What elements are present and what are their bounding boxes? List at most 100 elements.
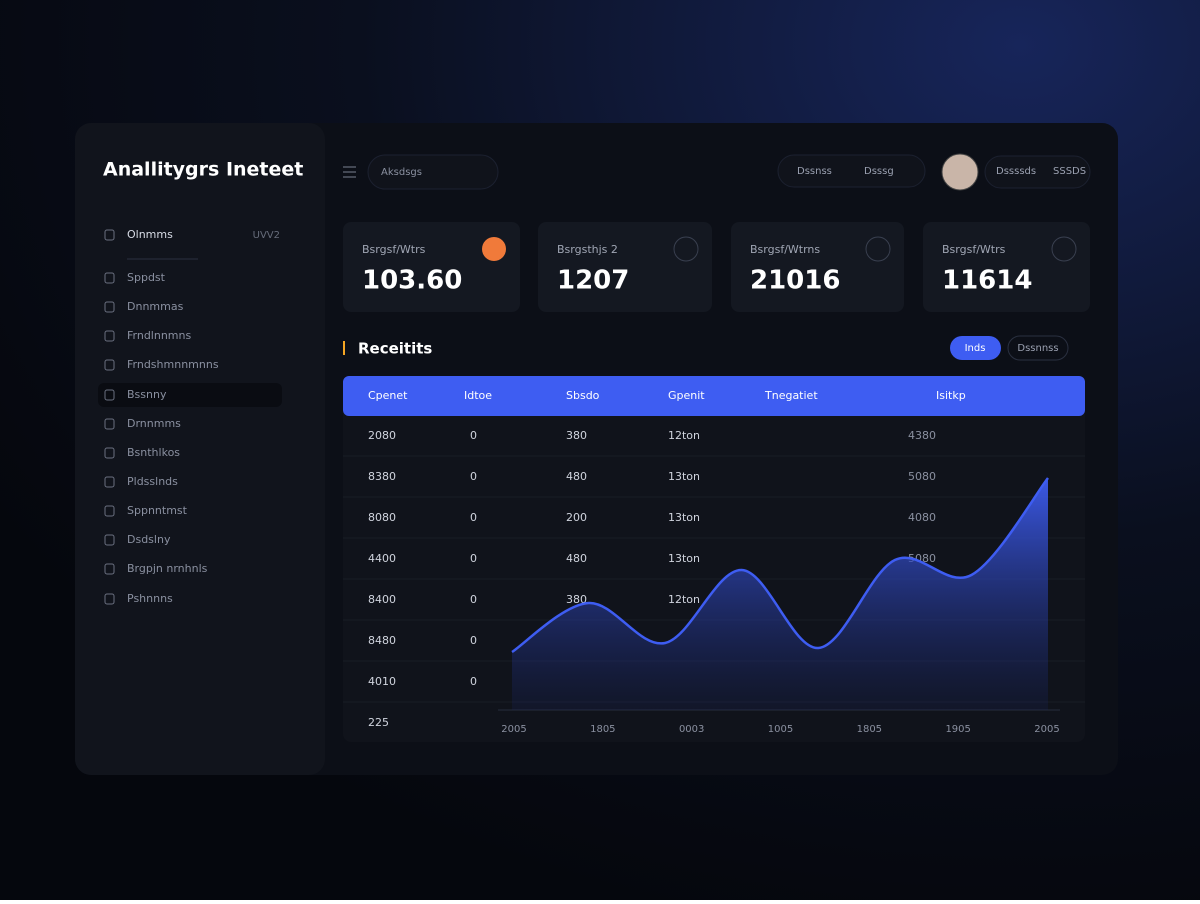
cell: 0 <box>470 675 477 688</box>
cell: 0 <box>470 511 477 524</box>
nav-active <box>98 383 282 407</box>
search-text: Aksdsgs <box>381 167 422 178</box>
cell: 0 <box>470 552 477 565</box>
x-tick-label: 0003 <box>679 724 704 735</box>
column-header: Sbsdo <box>566 389 600 402</box>
tab-label: Dssnnss <box>1017 343 1058 354</box>
cell: 4400 <box>368 552 396 565</box>
card-value: 1207 <box>557 266 629 296</box>
section-accent <box>343 341 345 355</box>
user-name: Dssssds <box>996 166 1036 177</box>
card-label: Bsrgsf/Wtrs <box>362 243 426 256</box>
filter-pill[interactable] <box>777 154 926 188</box>
nav-item: Brgpjn nrnhnls <box>127 562 208 575</box>
stat-card <box>538 222 712 312</box>
section-title: Receitits <box>358 340 432 358</box>
nav-icon <box>104 563 115 575</box>
stat-card <box>343 222 520 312</box>
cell: 0 <box>470 634 477 647</box>
nav-item: Bsnthlkos <box>127 446 180 459</box>
filter-label: Dsssg <box>864 166 894 177</box>
cell: 4010 <box>368 675 396 688</box>
nav-icon <box>104 534 115 546</box>
nav-icon <box>104 330 115 342</box>
nav-item: Pshnnns <box>127 592 173 605</box>
cell: 0 <box>470 593 477 606</box>
nav-icon <box>104 447 115 459</box>
cell: 0 <box>470 429 477 442</box>
card-icon <box>482 237 506 261</box>
stat-card <box>731 222 904 312</box>
cell: 4380 <box>908 429 936 442</box>
card-value: 103.60 <box>362 266 462 296</box>
column-header: Idtoe <box>464 389 492 402</box>
tab-label: Inds <box>965 343 986 354</box>
user-code: SSSDS <box>1053 166 1086 177</box>
card-value: 21016 <box>750 266 840 296</box>
cell: 380 <box>566 429 587 442</box>
column-header: Cpenet <box>368 389 408 402</box>
card-label: Bsrgsthjs 2 <box>557 243 618 256</box>
nav-badge: UVV2 <box>253 230 280 241</box>
cell: 200 <box>566 511 587 524</box>
table-header <box>343 376 1085 416</box>
area-fill <box>512 478 1048 710</box>
x-tick-label: 1905 <box>945 724 970 735</box>
tab-active[interactable] <box>950 336 1001 360</box>
nav-item: Bssnny <box>127 388 167 401</box>
cell: 8380 <box>368 470 396 483</box>
cell: 8080 <box>368 511 396 524</box>
x-tick-label: 2005 <box>501 724 526 735</box>
filter-label: Dssnss <box>797 166 832 177</box>
nav-icon <box>104 389 115 401</box>
nav-icon <box>104 505 115 517</box>
tab[interactable] <box>1007 335 1069 361</box>
area-line <box>511 477 1049 654</box>
card-value: 11614 <box>942 266 1032 296</box>
cell: 480 <box>566 552 587 565</box>
x-tick-label: 1805 <box>590 724 615 735</box>
cell: 12ton <box>668 593 700 606</box>
nav-item: Dsdslny <box>127 533 171 546</box>
cell: 8400 <box>368 593 396 606</box>
nav-item: Pldsslnds <box>127 475 178 488</box>
stat-card <box>923 222 1090 312</box>
cell: 12ton <box>668 429 700 442</box>
card-icon <box>865 236 891 262</box>
app-title: Anallitygrs Ineteet <box>103 159 303 181</box>
nav-icon <box>104 418 115 430</box>
nav-item: Frndlnnmns <box>127 329 191 342</box>
menu-icon[interactable] <box>343 166 356 178</box>
cell: 4080 <box>908 511 936 524</box>
nav-icon <box>104 229 115 241</box>
cell: 8480 <box>368 634 396 647</box>
search-box[interactable] <box>367 154 499 190</box>
cell: 13ton <box>668 511 700 524</box>
card-label: Bsrgsf/Wtrs <box>942 243 1006 256</box>
column-header: Tnegatiet <box>764 389 818 402</box>
nav-icon <box>104 301 115 313</box>
cell: 13ton <box>668 470 700 483</box>
column-header: Gpenit <box>668 389 705 402</box>
cell: 0 <box>470 470 477 483</box>
nav-item: Dnnmmas <box>127 300 184 313</box>
card-icon <box>1051 236 1077 262</box>
user-pill[interactable] <box>984 155 1091 189</box>
nav-icon <box>104 476 115 488</box>
cell: 2080 <box>368 429 396 442</box>
sidebar <box>75 123 325 775</box>
column-header: Isitkp <box>936 389 966 402</box>
avatar[interactable] <box>941 153 979 191</box>
card-label: Bsrgsf/Wtrns <box>750 243 820 256</box>
nav-icon <box>104 272 115 284</box>
nav-item: Drnnmms <box>127 417 181 430</box>
cell: 480 <box>566 470 587 483</box>
cell: 5080 <box>908 470 936 483</box>
nav-icon <box>104 359 115 371</box>
card-icon <box>673 236 699 262</box>
nav-item: Frndshmnnmnns <box>127 358 219 371</box>
x-tick-label: 1805 <box>857 724 882 735</box>
nav-item: Sppnntmst <box>127 504 188 517</box>
nav-item: Olnmms <box>127 228 173 241</box>
